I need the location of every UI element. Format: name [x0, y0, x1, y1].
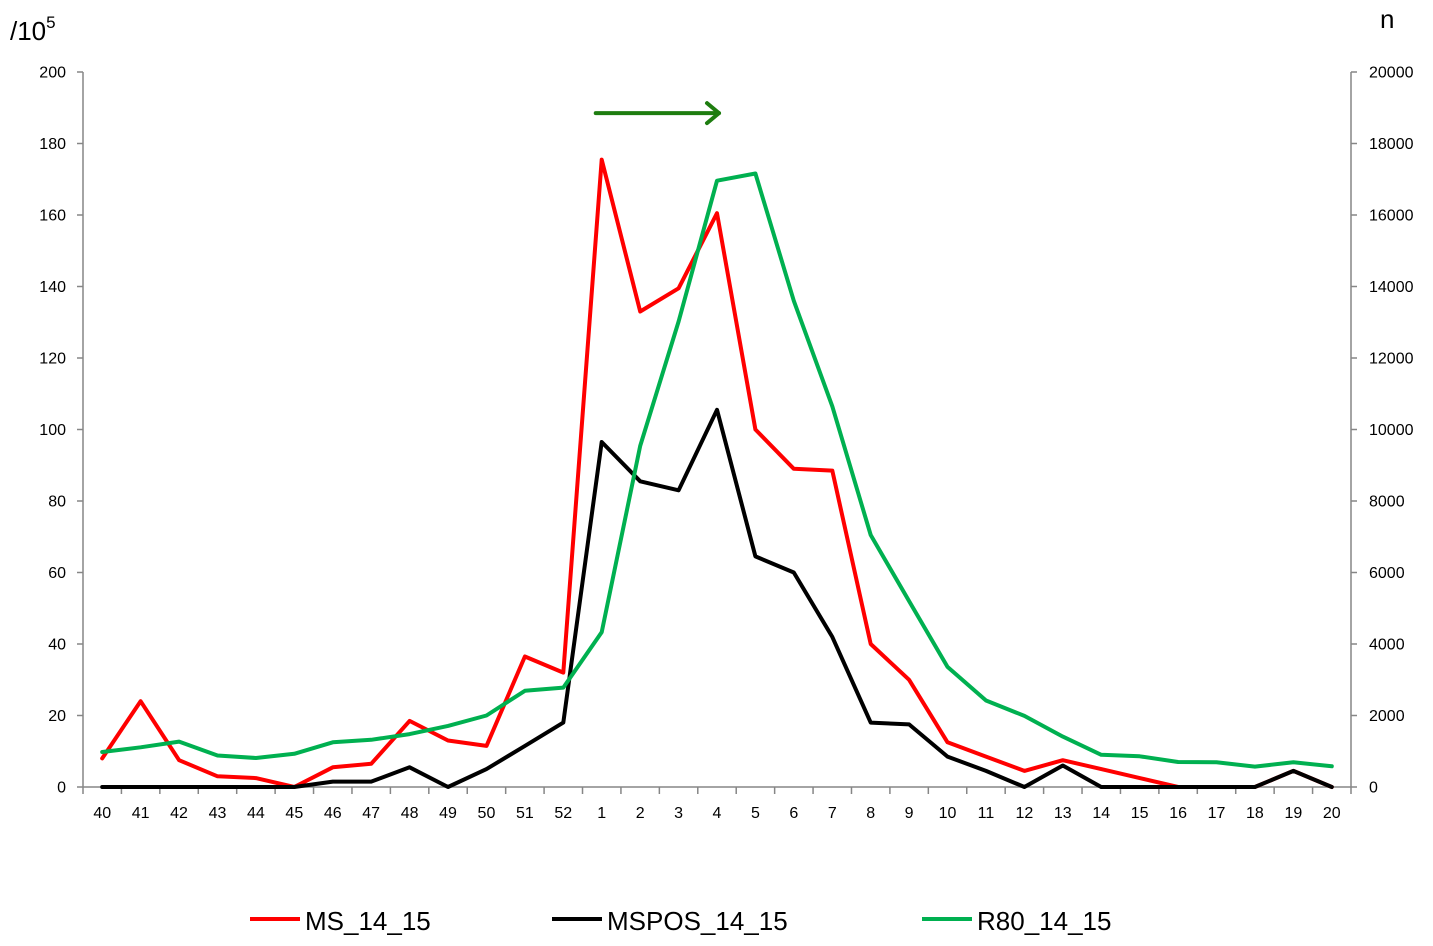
x-tick-label: 51: [516, 805, 534, 822]
left-tick-label: 100: [39, 422, 66, 439]
x-tick-label: 10: [939, 805, 957, 822]
x-tick-label: 45: [285, 805, 303, 822]
right-tick-label: 20000: [1369, 65, 1414, 82]
right-tick-label: 10000: [1369, 422, 1414, 439]
right-tick-label: 14000: [1369, 279, 1414, 296]
x-tick-label: 1: [597, 805, 606, 822]
x-tick-label: 52: [554, 805, 572, 822]
left-tick-label: 140: [39, 279, 66, 296]
series-line-r80-14-15: [100, 171, 1334, 769]
left-axis-unit: /105: [10, 13, 56, 46]
left-tick-label: 40: [48, 637, 66, 654]
x-tick-label: 47: [362, 805, 380, 822]
right-axis-unit: n: [1380, 4, 1394, 34]
series-line-mspos-14-15: [100, 407, 1334, 789]
x-tick-label: 16: [1169, 805, 1187, 822]
x-tick-label: 9: [905, 805, 914, 822]
x-tick-label: 3: [674, 805, 683, 822]
x-tick-label: 15: [1131, 805, 1149, 822]
x-tick-label: 19: [1284, 805, 1302, 822]
right-tick-label: 12000: [1369, 351, 1414, 368]
legend-label: MS_14_15: [305, 906, 431, 936]
x-tick-label: 43: [209, 805, 227, 822]
right-tick-label: 16000: [1369, 208, 1414, 225]
right-tick-label: 0: [1369, 780, 1378, 797]
x-tick-label: 18: [1246, 805, 1264, 822]
right-tick-label: 8000: [1369, 494, 1405, 511]
x-tick-label: 41: [132, 805, 150, 822]
trend-arrow-head: [705, 101, 721, 126]
annotation: [593, 101, 721, 126]
x-tick-label: 50: [478, 805, 496, 822]
x-tick-label: 8: [866, 805, 875, 822]
left-tick-label: 120: [39, 351, 66, 368]
x-tick-label: 11: [978, 805, 995, 822]
left-tick-label: 180: [39, 136, 66, 153]
x-tick-label: 40: [93, 805, 111, 822]
series-lines: [100, 157, 1334, 789]
series-line-ms-14-15: [100, 157, 1334, 789]
legend-label: MSPOS_14_15: [607, 906, 788, 936]
x-tick-label: 20: [1323, 805, 1341, 822]
x-tick-label: 42: [170, 805, 188, 822]
x-tick-label: 7: [828, 805, 837, 822]
x-tick-label: 49: [439, 805, 457, 822]
x-tick-label: 46: [324, 805, 342, 822]
left-tick-label: 80: [48, 494, 66, 511]
left-tick-label: 20: [48, 708, 66, 725]
x-tick-label: 14: [1092, 805, 1110, 822]
x-tick-label: 17: [1208, 805, 1226, 822]
x-tick-label: 6: [789, 805, 798, 822]
left-tick-label: 0: [57, 780, 66, 797]
right-tick-label: 4000: [1369, 637, 1405, 654]
left-tick-label: 60: [48, 565, 66, 582]
left-tick-label: 160: [39, 208, 66, 225]
x-tick-label: 13: [1054, 805, 1072, 822]
x-tick-label: 4: [713, 805, 722, 822]
x-tick-label: 2: [636, 805, 645, 822]
right-tick-label: 18000: [1369, 136, 1414, 153]
left-tick-label: 200: [39, 65, 66, 82]
legend: MS_14_15 MSPOS_14_15 R80_14_15: [250, 906, 1111, 936]
x-tick-label: 44: [247, 805, 265, 822]
right-tick-label: 2000: [1369, 708, 1405, 725]
x-tick-label: 48: [401, 805, 419, 822]
legend-label: R80_14_15: [977, 906, 1111, 936]
x-tick-label: 5: [751, 805, 760, 822]
tick-labels: 0204060801001201401601802000200040006000…: [39, 65, 1413, 823]
right-tick-label: 6000: [1369, 565, 1405, 582]
x-tick-label: 12: [1015, 805, 1033, 822]
